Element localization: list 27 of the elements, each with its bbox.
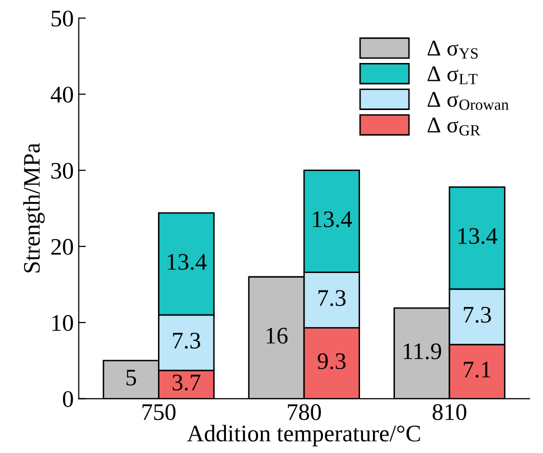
data-label: 7.3 — [173, 332, 200, 349]
data-label: 13.4 — [313, 211, 352, 228]
x-tick-label: 810 — [432, 404, 466, 420]
data-label: 13.4 — [458, 228, 498, 244]
legend-label: Δ σ$_{Orowan}$ — [428, 92, 509, 110]
y-tick-label: 50 — [52, 10, 73, 27]
y-tick-label: 20 — [51, 238, 73, 255]
legend-label: Δ σ$_{LT}$ — [428, 66, 478, 84]
x-tick-label: 750 — [142, 404, 176, 420]
x-tick-label: 780 — [288, 404, 321, 420]
data-label: 9.3 — [318, 353, 346, 370]
y-tick-label: 0 — [62, 391, 73, 408]
data-label: 13.4 — [168, 254, 207, 270]
data-label: 16 — [266, 328, 288, 344]
data-label: 7.1 — [464, 362, 490, 378]
legend-label: Δ σ$_{GR}$ — [428, 118, 480, 136]
x-axis-title: Addition temperature/°C — [187, 424, 420, 446]
data-label: 3.7 — [172, 374, 200, 391]
data-label: 7.3 — [464, 306, 491, 323]
legend-label: Δ σ$_{YS}$ — [428, 40, 478, 59]
y-tick-label: 30 — [51, 162, 73, 179]
y-tick-label: 40 — [50, 86, 73, 103]
data-label: 7.3 — [318, 290, 346, 306]
data-label: 11.9 — [404, 343, 442, 360]
data-label: 5 — [126, 370, 136, 386]
y-tick-label: 10 — [52, 315, 73, 331]
y-axis-title: Strength/MPa — [23, 143, 45, 272]
